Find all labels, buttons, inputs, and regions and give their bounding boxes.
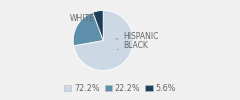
Text: HISPANIC: HISPANIC	[116, 32, 159, 41]
Text: WHITE: WHITE	[69, 14, 99, 28]
Wedge shape	[93, 10, 103, 40]
Text: BLACK: BLACK	[117, 41, 149, 50]
Wedge shape	[73, 12, 103, 46]
Wedge shape	[74, 10, 133, 70]
Legend: 72.2%, 22.2%, 5.6%: 72.2%, 22.2%, 5.6%	[61, 80, 179, 96]
